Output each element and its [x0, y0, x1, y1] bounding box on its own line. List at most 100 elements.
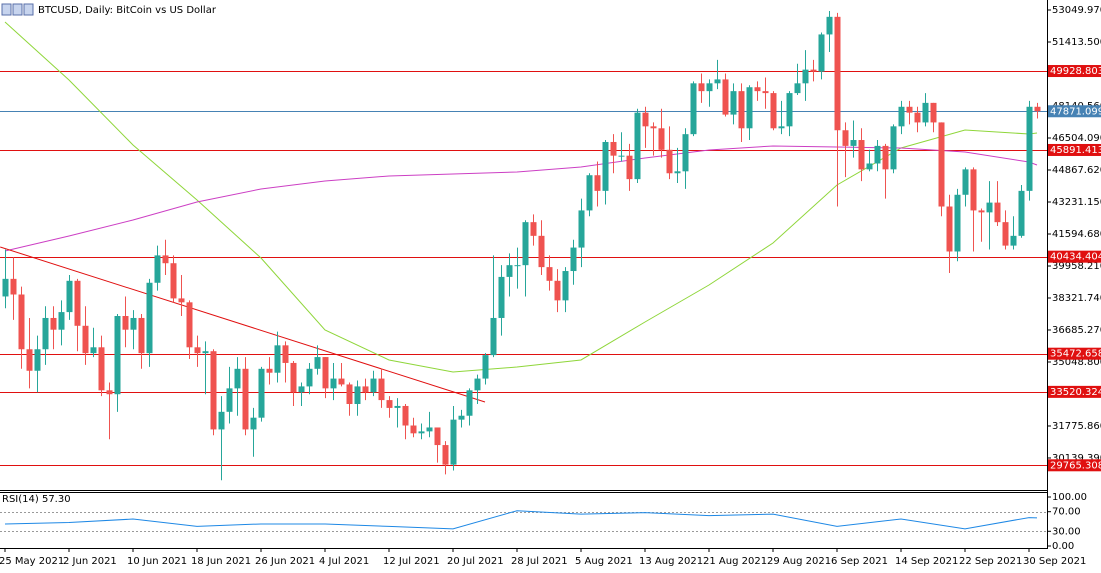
candle-body	[258, 368, 265, 418]
indicator-label: RSI(14) 57.30	[2, 494, 71, 505]
candle-body	[562, 271, 569, 301]
candle-body	[570, 247, 577, 272]
candle-body	[578, 210, 585, 248]
candle-body	[962, 169, 969, 195]
candle-body	[898, 106, 905, 127]
rsi-tick-label: 100.00	[1052, 492, 1087, 503]
candle-body	[1010, 235, 1017, 246]
candle-body	[738, 91, 745, 129]
candle-body	[666, 149, 673, 174]
candle-body	[770, 93, 777, 129]
candle-body	[522, 222, 529, 266]
rsi-tick-label: 70.00	[1052, 507, 1081, 518]
candle-body	[82, 325, 89, 354]
candle-body	[730, 91, 737, 115]
candle-body	[986, 202, 993, 213]
candle-body	[250, 417, 257, 430]
x-tick-label: 12 Jul 2021	[383, 556, 440, 567]
candle-body	[314, 357, 321, 369]
candle-body	[674, 171, 681, 174]
candle-body	[866, 163, 873, 170]
price-badge	[1048, 65, 1101, 78]
x-tick-label: 13 Aug 2021	[639, 556, 703, 567]
candle-body	[242, 368, 249, 430]
price-badge-label: 29765.308	[1050, 460, 1101, 471]
candle-body	[170, 263, 177, 299]
y-tick-label: 43231.150	[1052, 197, 1101, 208]
candle-body	[186, 302, 193, 348]
candle-body	[58, 312, 65, 330]
price-badge-label: 49928.803	[1050, 66, 1101, 77]
candle-body	[706, 83, 713, 92]
y-tick-label: 39958.210	[1052, 261, 1101, 272]
candle-body	[842, 130, 849, 146]
x-tick-label: 26 Jun 2021	[255, 556, 315, 567]
icon-square	[12, 3, 23, 16]
header-icon	[1, 3, 34, 16]
rsi-tick-label: 0.00	[1052, 541, 1074, 552]
candle-body	[442, 445, 449, 465]
price-plot	[0, 10, 1047, 481]
candle-body	[994, 202, 1001, 223]
trendline	[0, 246, 486, 403]
candle-body	[210, 351, 217, 430]
candle-body	[410, 425, 417, 434]
candle-body	[1034, 106, 1041, 112]
candle-body	[338, 378, 345, 385]
price-badge	[1048, 105, 1101, 118]
candle-body	[378, 378, 385, 401]
price-badge	[1048, 143, 1101, 156]
rsi-tick-label: 30.00	[1052, 526, 1081, 537]
candle-body	[138, 317, 145, 354]
candle-body	[538, 235, 545, 268]
candle-body	[306, 368, 313, 387]
candle-body	[970, 169, 977, 211]
candle-body	[122, 316, 129, 330]
candle-body	[810, 69, 817, 72]
price-badge	[1048, 250, 1101, 263]
candle-body	[930, 102, 937, 123]
candle-body	[690, 83, 697, 135]
x-tick-label: 30 Sep 2021	[1023, 556, 1086, 567]
price-badge-label: 45891.413	[1050, 145, 1101, 156]
candle-body	[754, 87, 761, 92]
candle-body	[386, 400, 393, 408]
candle-body	[722, 79, 729, 115]
y-tick-label: 44867.620	[1052, 165, 1101, 176]
candle-body	[322, 357, 329, 389]
x-tick-label: 29 Aug 2021	[767, 556, 831, 567]
x-tick-label: 21 Aug 2021	[703, 556, 767, 567]
price-badge	[1048, 459, 1101, 472]
candle-body	[546, 267, 553, 281]
chart-title: BTCUSD, Daily: BitCoin vs US Dollar	[38, 5, 217, 16]
y-tick-label: 41594.680	[1052, 229, 1101, 240]
candle-body	[786, 93, 793, 127]
candle-body	[778, 126, 785, 129]
candle-body	[474, 378, 481, 391]
candle-body	[202, 351, 209, 354]
candle-body	[874, 145, 881, 164]
candle-body	[610, 141, 617, 156]
candle-body	[490, 317, 497, 356]
moving-average	[4, 145, 1038, 252]
candle-body	[794, 83, 801, 94]
candle-body	[762, 91, 769, 94]
candle-body	[682, 134, 689, 172]
x-tick-label: 4 Jul 2021	[319, 556, 369, 567]
candle-body	[146, 282, 153, 354]
candle-body	[818, 34, 825, 72]
candle-body	[498, 276, 505, 318]
candle-body	[634, 112, 641, 180]
icon-square	[1, 3, 12, 16]
candle-body	[946, 206, 953, 252]
candle-body	[274, 345, 281, 373]
candle-body	[802, 69, 809, 84]
candle-body	[1026, 106, 1033, 191]
candle-body	[890, 126, 897, 170]
price-badge-label: 33520.324	[1050, 387, 1101, 398]
candle-body	[298, 386, 305, 393]
candle-body	[506, 265, 513, 277]
candle-body	[594, 175, 601, 191]
candle-body	[1002, 222, 1009, 246]
